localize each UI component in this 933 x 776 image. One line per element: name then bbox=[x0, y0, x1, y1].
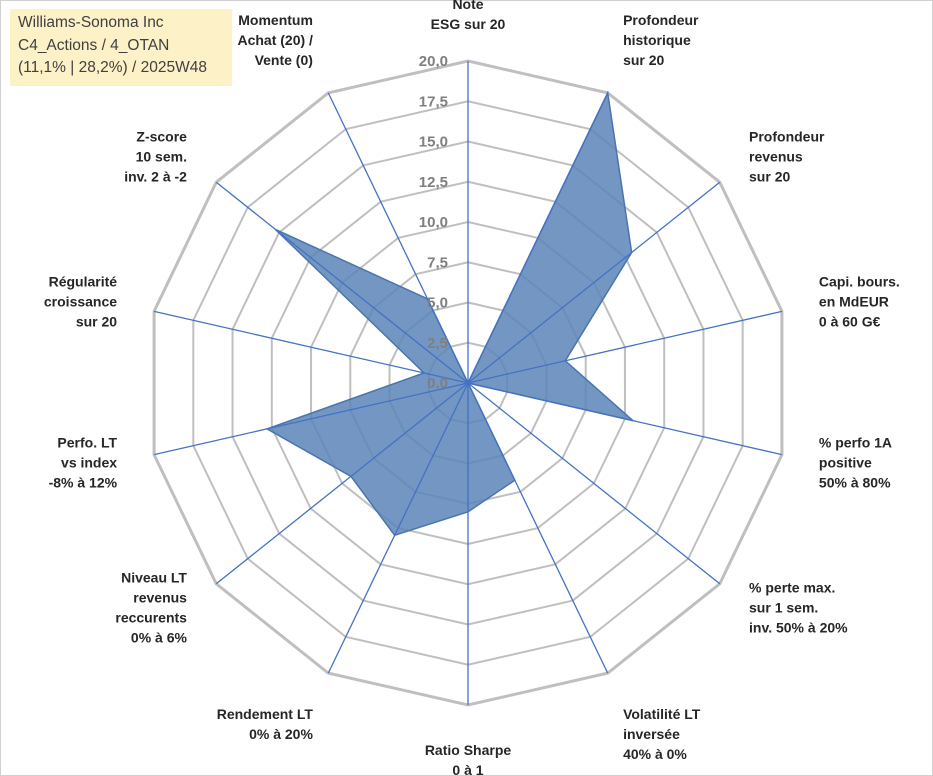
category-label-3-line-1: en MdEUR bbox=[819, 293, 889, 309]
category-label-7: Ratio Sharpe 0 à 1 bbox=[425, 742, 512, 776]
spoke-4 bbox=[467, 382, 783, 456]
category-label-0-line-0: Note bbox=[452, 0, 483, 12]
category-label-3-line-0: Capi. bours. bbox=[819, 273, 900, 289]
tick-label-3: 7,5 bbox=[427, 254, 448, 271]
chart-title-performance: (11,1% | 28,2%) / 2025W48 bbox=[18, 59, 207, 76]
category-label-9-line-1: revenus bbox=[133, 590, 187, 606]
radar-spokes bbox=[153, 61, 783, 705]
spoke-2 bbox=[467, 181, 721, 384]
category-label-9-line-2: reccurents bbox=[115, 610, 187, 626]
category-label-6-line-1: inversée bbox=[623, 726, 680, 742]
category-label-10: Perfo. LT vs index -8% à 12% bbox=[49, 435, 118, 491]
category-label-1-line-1: historique bbox=[623, 32, 691, 48]
radar-tick-labels: 0,0 2,5 5,0 7,5 10,0 12,5 15,0 17,5 20,0 bbox=[419, 53, 448, 392]
category-label-6: Volatilité LT inversée 40% à 0% bbox=[623, 706, 701, 762]
spoke-13 bbox=[327, 92, 469, 384]
tick-label-7: 17,5 bbox=[419, 93, 448, 110]
category-label-3: Capi. bours. en MdEUR 0 à 60 G€ bbox=[819, 273, 900, 329]
category-label-9-line-3: 0% à 6% bbox=[131, 630, 188, 646]
category-label-12-line-0: Z-score bbox=[136, 128, 187, 144]
category-label-10-line-0: Perfo. LT bbox=[57, 435, 117, 451]
category-label-12: Z-score 10 sem. inv. 2 à -2 bbox=[124, 128, 187, 184]
category-label-2-line-2: sur 20 bbox=[749, 168, 790, 184]
category-label-5-line-1: sur 1 sem. bbox=[749, 600, 818, 616]
category-label-0-line-1: ESG sur 20 bbox=[431, 16, 506, 32]
category-label-1-line-2: sur 20 bbox=[623, 52, 664, 68]
radar-category-labels: Note ESG sur 20 Profondeur historique sur 20… bbox=[44, 0, 900, 776]
category-label-8-line-0: Rendement LT bbox=[217, 706, 314, 722]
spoke-11 bbox=[153, 310, 469, 384]
category-label-7-line-0: Ratio Sharpe bbox=[425, 742, 512, 758]
spoke-12 bbox=[215, 181, 469, 384]
category-label-11-line-2: sur 20 bbox=[76, 313, 117, 329]
category-label-11-line-1: croissance bbox=[44, 293, 117, 309]
spoke-1 bbox=[467, 92, 609, 384]
category-label-1: Profondeur historique sur 20 bbox=[623, 12, 699, 68]
category-label-0: Note ESG sur 20 bbox=[431, 0, 506, 32]
category-label-2-line-1: revenus bbox=[749, 148, 803, 164]
category-label-5-line-0: % perte max. bbox=[749, 580, 835, 596]
category-label-7-line-1: 0 à 1 bbox=[452, 762, 483, 776]
tick-label-8: 20,0 bbox=[419, 53, 448, 70]
category-label-4-line-0: % perfo 1A bbox=[819, 435, 892, 451]
category-label-13: Momentum Achat (20) / Vente (0) bbox=[237, 12, 313, 68]
spoke-10 bbox=[153, 382, 469, 456]
category-label-10-line-2: -8% à 12% bbox=[49, 475, 118, 491]
category-label-12-line-2: inv. 2 à -2 bbox=[124, 168, 187, 184]
spoke-5 bbox=[467, 382, 721, 585]
spoke-6 bbox=[467, 382, 609, 674]
chart-title-portfolio: C4_Actions / 4_OTAN bbox=[18, 36, 170, 54]
category-label-11: Régularité croissance sur 20 bbox=[44, 273, 117, 329]
tick-label-5: 12,5 bbox=[419, 174, 448, 191]
category-label-4-line-2: 50% à 80% bbox=[819, 475, 891, 491]
category-label-13-line-2: Vente (0) bbox=[255, 52, 313, 68]
category-label-6-line-0: Volatilité LT bbox=[623, 706, 701, 722]
spoke-8 bbox=[327, 382, 469, 674]
tick-label-4: 10,0 bbox=[419, 214, 448, 231]
category-label-4-line-1: positive bbox=[819, 455, 872, 471]
category-label-2: Profondeur revenus sur 20 bbox=[749, 128, 825, 184]
category-label-1-line-0: Profondeur bbox=[623, 12, 699, 28]
category-label-5-line-2: inv. 50% à 20% bbox=[749, 620, 848, 636]
category-label-8: Rendement LT 0% à 20% bbox=[217, 706, 314, 742]
category-label-11-line-0: Régularité bbox=[49, 273, 118, 289]
tick-label-0: 0,0 bbox=[427, 375, 448, 392]
category-label-8-line-1: 0% à 20% bbox=[249, 726, 313, 742]
spoke-9 bbox=[215, 382, 469, 585]
category-label-10-line-1: vs index bbox=[61, 455, 117, 471]
category-label-12-line-1: 10 sem. bbox=[136, 148, 187, 164]
category-label-5: % perte max. sur 1 sem. inv. 50% à 20% bbox=[749, 580, 848, 636]
chart-title-box: Williams-Sonoma Inc C4_Actions / 4_OTAN … bbox=[10, 9, 232, 86]
series-area-0 bbox=[265, 90, 634, 537]
tick-label-6: 15,0 bbox=[419, 134, 448, 151]
tick-label-1: 2,5 bbox=[427, 335, 448, 352]
radar-series bbox=[265, 90, 634, 537]
chart-title-company: Williams-Sonoma Inc bbox=[18, 14, 164, 31]
category-label-9: Niveau LT revenus reccurents 0% à 6% bbox=[115, 570, 187, 646]
category-label-9-line-0: Niveau LT bbox=[121, 570, 187, 586]
tick-label-2: 5,0 bbox=[427, 295, 448, 312]
category-label-6-line-2: 40% à 0% bbox=[623, 746, 687, 762]
spoke-3 bbox=[467, 310, 783, 384]
category-label-4: % perfo 1A positive 50% à 80% bbox=[819, 435, 892, 491]
category-label-3-line-2: 0 à 60 G€ bbox=[819, 313, 881, 329]
category-label-2-line-0: Profondeur bbox=[749, 128, 825, 144]
category-label-13-line-1: Achat (20) / bbox=[237, 32, 313, 48]
category-label-13-line-0: Momentum bbox=[238, 12, 313, 28]
